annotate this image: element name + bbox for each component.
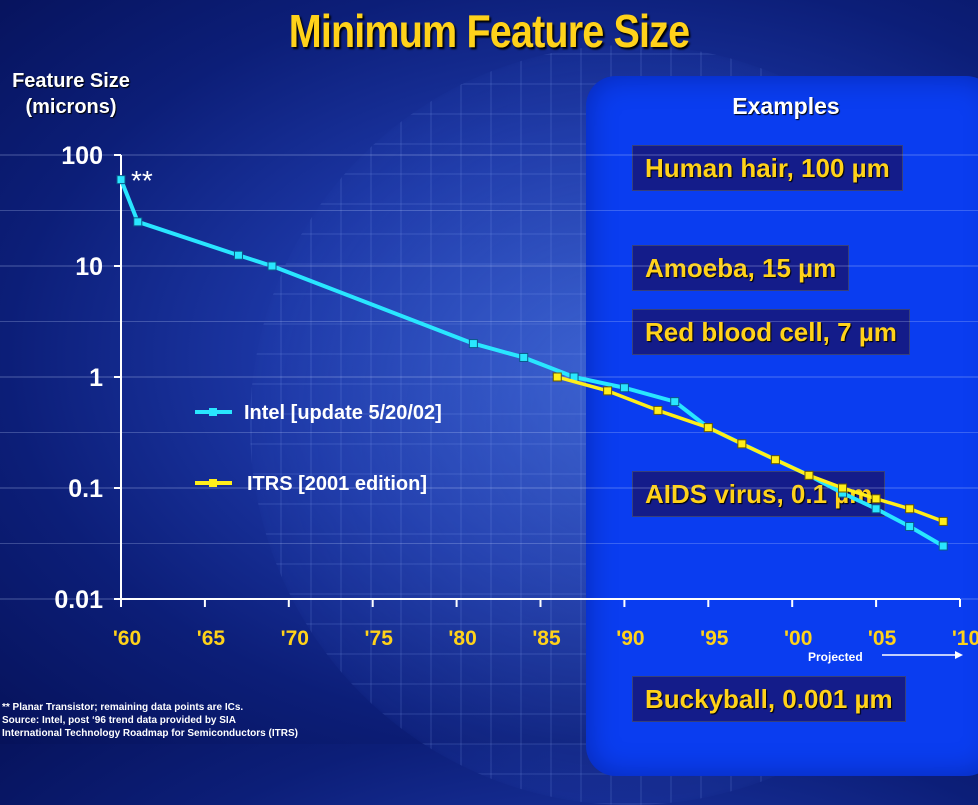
intel-data-point [619,383,629,393]
footnote-line-2: Source: Intel, post ‘96 trend data provi… [2,715,236,726]
itrs-data-point [905,504,915,514]
example-buckyball: Buckyball, 0.001 µm [632,676,906,722]
y-axis-label-line1: Feature Size [12,70,130,92]
itrs-data-point [653,405,663,415]
examples-title: Examples [732,93,840,119]
projected-label: Projected [808,650,863,664]
itrs-data-point [804,470,814,480]
x-tick-label: '85 [532,627,561,650]
y-tick-label: 0.01 [54,586,103,614]
projected-arrow-head [955,651,963,659]
itrs-data-point [938,516,948,526]
intel-data-point [267,261,277,271]
itrs-data-point [838,483,848,493]
page-title: Minimum Feature Size [288,5,690,57]
intel-data-point [670,397,680,407]
planar-transistor-asterisk: ** [131,165,153,196]
itrs-data-point [552,372,562,382]
footnote-line-1: ** Planar Transistor; remaining data poi… [2,702,244,713]
x-tick-label: '65 [197,627,226,650]
legend-itrs-marker [209,479,217,487]
x-tick-label: '80 [448,627,476,650]
y-tick-label: 100 [61,142,103,170]
x-tick-label: '70 [281,627,309,650]
y-axis-label-line2: (microns) [25,96,117,118]
x-tick-label: '75 [365,627,394,650]
itrs-data-point [770,455,780,465]
x-tick-label: '10 [952,627,978,650]
intel-data-point [905,521,915,531]
examples-panel [586,76,978,776]
legend-intel-label: Intel [update 5/20/02] [244,402,442,424]
legend-itrs-label: ITRS [2001 edition] [247,473,427,495]
feature-size-chart: 100 10 1 0.1 0.01 '60 '65 '70 '75 '80 '85 '90 '95 '00… [0,142,978,664]
y-tick-label: 10 [75,253,103,281]
intel-data-point [519,352,529,362]
itrs-data-point [871,494,881,504]
intel-series-line [119,178,945,548]
x-tick-label: '00 [784,627,812,650]
y-tick-label: 1 [89,364,103,392]
x-tick-label: '95 [700,627,729,650]
y-axis-label: Feature Size (microns) [6,68,136,120]
footnote-line-3: International Technology Roadmap for Sem… [2,728,298,739]
x-tick-label: '60 [113,627,141,650]
itrs-data-point [703,423,713,433]
example-human-hair: Human hair, 100 µm [632,145,903,191]
intel-data-point [938,541,948,551]
intel-data-point [116,175,126,185]
x-tick-label: '90 [616,627,644,650]
x-tick-label: '05 [868,627,897,650]
footnotes: ** Planar Transistor; remaining data poi… [2,701,298,740]
itrs-series-line [556,375,944,524]
y-tick-label: 0.1 [68,475,103,503]
legend-intel-marker [209,408,217,416]
example-amoeba: Amoeba, 15 µm [632,245,850,291]
intel-data-point [133,217,143,227]
itrs-data-point [603,386,613,396]
intel-data-point [871,504,881,514]
itrs-data-point [737,439,747,449]
intel-data-point [468,339,478,349]
intel-data-point [233,250,243,260]
example-red-blood-cell: Red blood cell, 7 µm [632,309,910,355]
